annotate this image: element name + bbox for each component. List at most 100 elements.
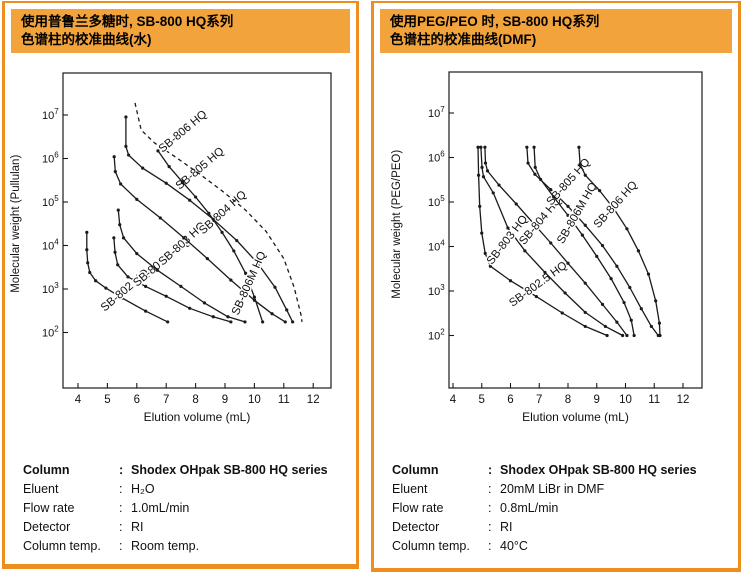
x-tick-label: 8: [565, 394, 571, 406]
series-sb-802-5-hq: [477, 147, 608, 337]
data-point-marker: [514, 202, 518, 206]
data-point-marker: [85, 248, 89, 252]
x-tick-label: 5: [104, 394, 110, 406]
data-point-marker: [116, 263, 120, 267]
data-point-marker: [121, 236, 126, 240]
data-point-marker: [480, 231, 484, 235]
data-point-marker: [182, 236, 186, 240]
data-point-marker: [533, 172, 537, 176]
data-point-marker: [552, 195, 556, 199]
data-point-marker: [252, 295, 256, 299]
x-axis-title: Elution volume (mL): [144, 410, 251, 424]
spec-label: Column temp.: [392, 539, 470, 553]
data-point-marker: [273, 285, 277, 289]
data-point-marker: [226, 315, 230, 319]
spec-colon: :: [119, 463, 124, 477]
spec-row: Detector: RI: [392, 518, 697, 537]
x-axis-title: Elution volume (mL): [522, 410, 629, 424]
data-point-marker: [124, 144, 128, 148]
spec-label: Eluent: [392, 482, 428, 496]
data-point-marker: [232, 249, 236, 253]
data-point-marker: [194, 195, 198, 199]
data-point-marker: [126, 153, 131, 157]
panel-header-line1: 使用PEG/PEO 时, SB-800 HQ系列: [390, 14, 600, 29]
x-tick-label: 10: [248, 394, 261, 406]
panel-pullulan-water: 使用普鲁兰多糖时, SB-800 HQ系列 色谱柱的校准曲线(水) 4 5 6 7 8 9…: [2, 1, 359, 569]
spec-row: Flow rate:1.0mL/min: [23, 499, 328, 518]
data-point-marker: [543, 270, 547, 275]
spec-colon: :: [119, 501, 123, 515]
data-point-marker: [86, 261, 90, 265]
data-point-marker: [476, 173, 481, 177]
spec-label: Column: [392, 463, 439, 477]
spec-label: Column temp.: [23, 539, 101, 553]
data-point-marker: [229, 320, 233, 324]
spec-value: RI: [500, 520, 513, 534]
spec-colon: :: [488, 501, 492, 515]
x-tick-label: 11: [648, 394, 660, 406]
data-point-marker: [609, 276, 613, 281]
series-sb-805-hq: [526, 147, 659, 336]
x-tick-label: 5: [479, 394, 485, 406]
data-point-marker: [632, 333, 636, 338]
data-point-marker: [261, 320, 265, 324]
data-point-marker: [532, 145, 536, 149]
plot-frame: [448, 71, 703, 389]
data-point-marker: [235, 238, 239, 243]
data-point-marker: [476, 145, 480, 149]
data-point-marker: [580, 233, 584, 237]
spec-row: Detector: RI: [23, 518, 328, 537]
data-point-marker: [116, 208, 120, 212]
data-point-marker: [243, 271, 248, 275]
data-point-marker: [135, 252, 139, 256]
data-point-marker: [563, 291, 567, 295]
spec-label: Flow rate: [392, 501, 444, 515]
x-tick-label: 6: [134, 394, 140, 406]
y-tick-label: 104: [42, 238, 59, 253]
data-point-marker: [285, 308, 289, 312]
spec-value: RI: [131, 520, 144, 534]
data-point-marker: [229, 278, 233, 282]
data-point-marker: [126, 275, 130, 279]
data-point-marker: [621, 333, 625, 338]
spec-value: 40°C: [500, 539, 528, 553]
spec-value: Shodex OHpak SB-800 HQ series: [500, 463, 697, 477]
x-tick-label: 8: [192, 394, 198, 406]
y-tick-label: 102: [428, 328, 445, 343]
x-tick-label: 4: [450, 394, 457, 406]
data-point-marker: [270, 312, 274, 316]
spec-table: Column: Shodex OHpak SB-800 HQ series Elue…: [23, 461, 328, 556]
panel-header: 使用PEG/PEO 时, SB-800 HQ系列 色谱柱的校准曲线(DMF): [380, 9, 732, 54]
panel-peg-peo-dmf: 使用PEG/PEO 时, SB-800 HQ系列 色谱柱的校准曲线(DMF) 4…: [371, 1, 741, 572]
spec-value: 0.8mL/min: [500, 501, 559, 515]
data-point-marker: [600, 302, 605, 306]
data-point-marker: [141, 166, 145, 170]
y-tick-label: 103: [428, 283, 445, 298]
data-point-marker: [480, 165, 484, 169]
data-point-marker: [113, 250, 117, 254]
data-point-marker: [583, 281, 587, 285]
data-point-marker: [88, 270, 92, 275]
data-point-marker: [104, 286, 108, 290]
x-tick-label: 9: [222, 394, 228, 406]
x-tick-label: 12: [307, 394, 320, 406]
data-point-marker: [506, 226, 510, 230]
data-point-marker: [164, 294, 168, 298]
y-tick-label: 106: [42, 151, 59, 166]
x-tick-label: 12: [677, 394, 690, 406]
spec-row: Flow rate:0.8mL/min: [392, 499, 697, 518]
spec-row: Column temp.: Room temp.: [23, 537, 328, 556]
data-point-marker: [243, 320, 247, 324]
series-sb-804-hq: [113, 156, 286, 323]
data-point-marker: [478, 204, 482, 208]
data-point-marker: [622, 300, 626, 305]
data-point-marker: [207, 211, 211, 215]
data-point-marker: [144, 309, 148, 313]
x-tick-label: 11: [278, 394, 290, 406]
data-point-marker: [291, 320, 295, 324]
series-label: SB-806 HQ: [157, 108, 210, 155]
spec-value: 1.0mL/min: [131, 501, 190, 515]
data-point-marker: [205, 256, 209, 261]
data-point-marker: [598, 189, 602, 193]
